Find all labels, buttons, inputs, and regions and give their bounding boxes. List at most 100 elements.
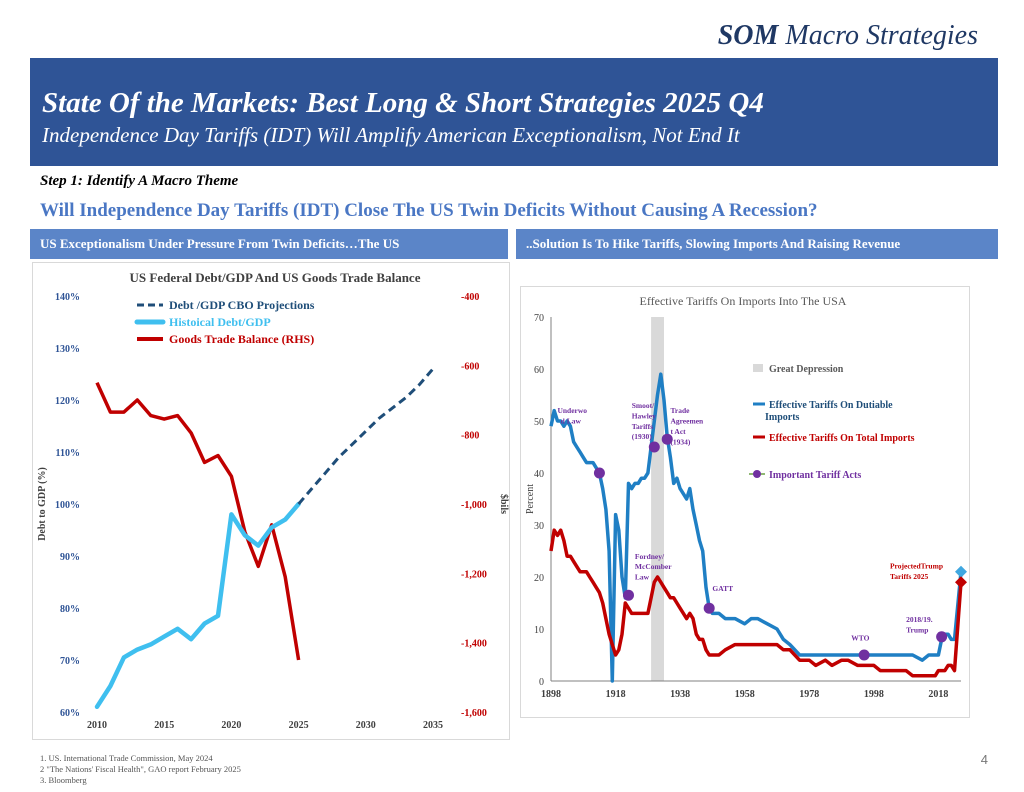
page-subtitle: Independence Day Tariffs (IDT) Will Ampl… <box>42 123 740 147</box>
chart-title: Effective Tariffs On Imports Into The US… <box>640 294 847 308</box>
y-tick-label: 70% <box>60 656 80 667</box>
y-axis-label: Percent <box>525 484 536 514</box>
annotation-label: Trump <box>906 626 928 635</box>
x-tick-label: 1958 <box>735 689 755 700</box>
y-tick-label: 20 <box>534 573 544 584</box>
y-tick-label: 60% <box>60 708 80 719</box>
x-tick-label: 1938 <box>670 689 690 700</box>
step-label: Step 1: Identify A Macro Theme <box>40 173 239 189</box>
y2-tick-label: -400 <box>461 292 479 303</box>
great-depression-shading <box>651 317 664 681</box>
left-chart-panel: US Federal Debt/GDP And US Goods Trade B… <box>32 262 510 740</box>
y-tick-label: 80% <box>60 604 80 615</box>
y2-axis-label: $bils <box>498 494 509 514</box>
title-banner: State Of the Markets: Best Long & Short … <box>30 58 998 166</box>
x-tick-label: 2010 <box>87 720 107 731</box>
y-tick-label: 30 <box>534 521 544 532</box>
y-tick-label: 100% <box>55 500 80 511</box>
series-line-dutiable <box>549 372 963 683</box>
theme-question: Will Independence Day Tariffs (IDT) Clos… <box>40 200 818 221</box>
page-number: 4 <box>980 752 988 767</box>
y2-tick-label: -1,200 <box>461 569 487 580</box>
legend-swatch-acts <box>753 470 761 478</box>
annotation-label: Hawley <box>632 411 656 420</box>
annotation-label: Law <box>635 573 650 582</box>
footnote: 1. US. International Trade Commission, M… <box>40 753 213 763</box>
tariff-act-marker <box>703 602 715 614</box>
y-tick-label: 10 <box>534 625 544 636</box>
y2-tick-label: -1,400 <box>461 639 487 650</box>
annotation-label: 2018/19. <box>906 615 933 624</box>
y-tick-label: 40 <box>534 469 544 480</box>
tariff-chart: Effective Tariffs On Imports Into The US… <box>525 294 967 700</box>
x-tick-label: 2015 <box>154 720 174 731</box>
annotation-label: McComber <box>635 562 672 571</box>
y2-tick-label: -1,000 <box>461 500 487 511</box>
annotation-label: ProjectedTrump <box>890 562 943 571</box>
x-tick-label: 1998 <box>864 689 884 700</box>
legend-label-historical: Histoical Debt/GDP <box>169 315 271 329</box>
legend-label-great-depression: Great Depression <box>769 364 844 375</box>
y-tick-label: 50 <box>534 417 544 428</box>
legend-label-total: Effective Tariffs On Total Imports <box>769 433 915 444</box>
legend-label-dutiable: Effective Tariffs On Dutiable Imports <box>765 400 893 423</box>
series-line-historical-debt-gdp <box>94 501 301 710</box>
annotation-label: GATT <box>712 584 733 593</box>
annotation-label: d Law <box>561 417 582 426</box>
y-tick-label: 130% <box>55 344 80 355</box>
y-tick-label: 90% <box>60 552 80 563</box>
x-tick-label: 2035 <box>423 720 443 731</box>
legend-swatch-great-depression <box>753 364 763 372</box>
annotation-label: (1934) <box>670 437 690 446</box>
y-tick-label: 70 <box>534 313 544 324</box>
series-line-goods-trade-balance <box>95 381 301 661</box>
y-tick-label: 60 <box>534 365 544 376</box>
right-chart-panel: Effective Tariffs On Imports Into The US… <box>520 286 970 718</box>
x-tick-label: 2018 <box>928 689 948 700</box>
annotation-label: WTO <box>851 633 869 642</box>
x-tick-label: 2030 <box>356 720 376 731</box>
tariff-act-marker <box>648 441 660 453</box>
legend-label-acts: Important Tariff Acts <box>769 470 861 481</box>
annotation-label: t Act <box>670 427 686 436</box>
x-tick-label: 1918 <box>606 689 626 700</box>
y-tick-label: 120% <box>55 396 80 407</box>
series-line-debt-gdp-projection <box>297 367 435 505</box>
annotation-label: Tariffs 2025 <box>890 572 929 581</box>
annotation-label: (1930) <box>632 432 652 441</box>
series-line-total <box>549 528 963 678</box>
x-tick-label: 1898 <box>541 689 561 700</box>
page-title: State Of the Markets: Best Long & Short … <box>42 87 764 119</box>
annotation-label: Tariffs <box>632 422 653 431</box>
right-panel-header: ..Solution Is To Hike Tariffs, Slowing I… <box>516 229 998 259</box>
y-tick-label: 140% <box>55 292 80 303</box>
left-panel-header: US Exceptionalism Under Pressure From Tw… <box>30 229 508 259</box>
tariff-act-marker <box>936 631 948 643</box>
projected-total-marker <box>955 576 967 589</box>
annotation-label: Smoot/ <box>632 401 655 410</box>
debt-trade-chart: US Federal Debt/GDP And US Goods Trade B… <box>37 270 509 731</box>
y2-tick-label: -1,600 <box>461 708 487 719</box>
brand-logo: SOM Macro Strategies <box>717 20 978 51</box>
annotation-label: Fordney/ <box>635 552 665 561</box>
tariff-act-marker <box>593 467 605 479</box>
legend-label-trade: Goods Trade Balance (RHS) <box>169 332 314 346</box>
x-tick-label: 2020 <box>221 720 241 731</box>
legend-label-projection: Debt /GDP CBO Projections <box>169 298 315 312</box>
annotation-label: Agreemen <box>670 417 704 426</box>
footnote: 2 "The Nations' Fiscal Health", GAO repo… <box>40 764 241 774</box>
annotation-label: Underwo <box>557 406 587 415</box>
x-tick-label: 2025 <box>289 720 309 731</box>
footnotes: 1. US. International Trade Commission, M… <box>40 753 241 786</box>
tariff-act-marker <box>955 565 967 578</box>
tariff-act-marker <box>661 433 673 445</box>
footnote: 3. Bloomberg <box>40 775 87 785</box>
y2-tick-label: -800 <box>461 431 479 442</box>
tariff-act-marker <box>858 649 870 661</box>
chart-title: US Federal Debt/GDP And US Goods Trade B… <box>130 270 421 285</box>
y-axis-label: Debt to GDP (%) <box>37 467 48 541</box>
tariff-act-marker <box>622 589 634 601</box>
y-tick-label: 0 <box>539 677 544 688</box>
y-tick-label: 110% <box>56 448 80 459</box>
y2-tick-label: -600 <box>461 361 479 372</box>
